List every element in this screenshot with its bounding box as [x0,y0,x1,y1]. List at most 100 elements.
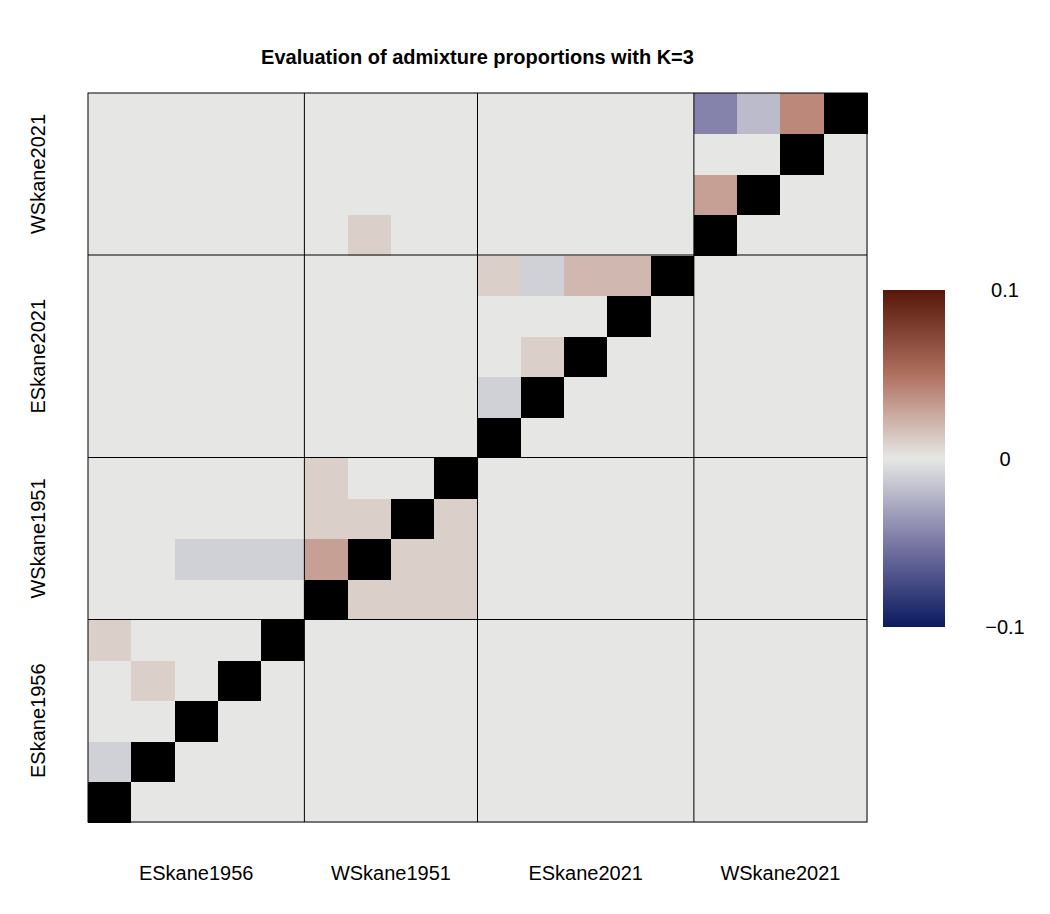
cell [391,134,435,175]
cell [304,660,348,701]
cell [261,458,305,499]
cell [434,741,478,782]
cell [737,539,781,580]
cell [131,458,175,499]
cell [434,539,478,580]
cell [564,498,608,539]
cell [824,498,868,539]
cell [780,377,824,418]
cell [175,174,219,215]
cell [304,417,348,458]
cell [694,498,738,539]
cell [694,620,738,661]
cell [607,174,651,215]
cell [348,255,392,296]
cell [694,377,738,418]
cell [607,620,651,661]
cell [824,255,868,296]
cell [478,93,522,134]
cell [478,215,522,256]
cell [304,296,348,337]
cell [434,377,478,418]
cell [521,255,565,296]
cell [564,336,608,377]
cell [348,93,392,134]
cell [824,660,868,701]
cell [391,741,435,782]
cell [88,620,132,661]
cell [304,498,348,539]
cell [218,377,262,418]
cell [131,620,175,661]
cell [478,741,522,782]
cell [780,296,824,337]
cell [261,701,305,742]
cell [304,134,348,175]
cell [434,782,478,823]
cell [348,458,392,499]
cell [824,215,868,256]
cell [607,782,651,823]
cell [175,458,219,499]
cell [521,174,565,215]
cell [651,741,695,782]
cell [131,377,175,418]
cell [564,458,608,499]
cell [391,417,435,458]
cell [478,498,522,539]
cell [737,620,781,661]
cell [737,498,781,539]
cell [694,782,738,823]
cell [218,660,262,701]
cell [737,377,781,418]
cell [434,579,478,620]
cell [218,620,262,661]
cell [261,579,305,620]
cell [391,458,435,499]
cell [564,620,608,661]
cell [694,417,738,458]
cell [261,660,305,701]
cell [564,579,608,620]
cell [651,134,695,175]
cell [478,134,522,175]
cell [348,417,392,458]
cell [694,296,738,337]
cell [694,579,738,620]
cell [261,539,305,580]
cell [780,174,824,215]
cell [434,296,478,337]
cell [521,417,565,458]
cell [391,539,435,580]
cell [780,458,824,499]
cell [348,215,392,256]
cell [521,134,565,175]
cell [780,215,824,256]
cell [737,174,781,215]
cell [478,660,522,701]
cell [824,296,868,337]
cell [521,296,565,337]
cell [175,417,219,458]
title: Evaluation of admixture proportions with… [261,46,694,68]
cell [521,620,565,661]
cell [780,782,824,823]
y-group-label: WSkane1951 [27,478,49,598]
cell [521,701,565,742]
cell [521,458,565,499]
cell [304,620,348,661]
cell [651,296,695,337]
cell [478,701,522,742]
cell [824,93,868,134]
cell [348,701,392,742]
cell [824,458,868,499]
cell [304,377,348,418]
cell [348,660,392,701]
cell [348,782,392,823]
cell [88,498,132,539]
cell [824,134,868,175]
cell [175,620,219,661]
cell [218,458,262,499]
cell [261,93,305,134]
cell [218,255,262,296]
